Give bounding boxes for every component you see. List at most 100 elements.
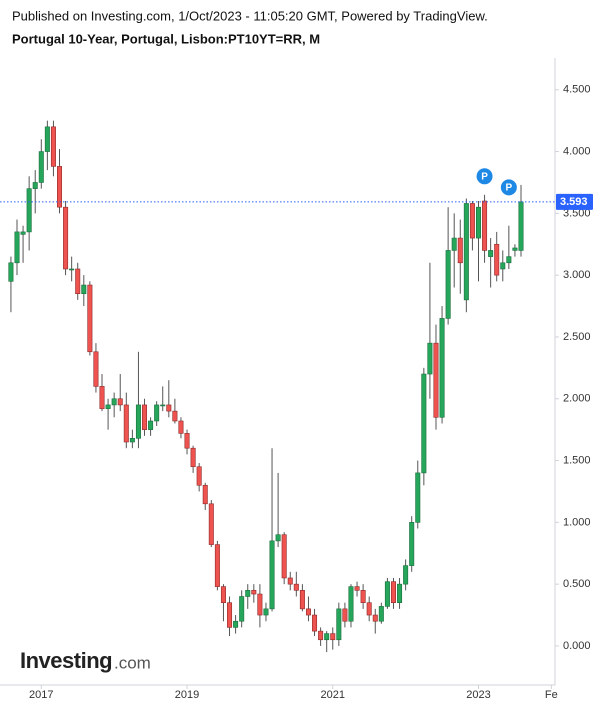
x-tick-label: 2021 [321,689,345,701]
candle-body [63,206,69,270]
candle-body [354,586,360,591]
last-price-label: 3.593 [560,196,588,208]
candle-body [312,614,318,632]
candle-body [475,206,481,239]
candle-body [172,410,178,422]
candle-body [50,126,56,167]
candle-body [457,237,463,264]
candle-body [384,581,390,607]
annotation-marker [476,168,493,185]
candle-body [372,614,378,622]
y-tick-label: 2.000 [563,393,591,405]
watermark-suffix: .com [114,653,151,672]
candle-body [305,608,311,616]
candle-body [415,472,421,523]
candle-body [93,351,99,387]
candle-body [251,590,257,595]
candle-body [518,201,524,251]
last-price-box [556,193,593,210]
candle-body [117,398,123,406]
candle-body [281,534,287,579]
candle-body [512,247,518,251]
candle-body [427,342,433,375]
candle-body [233,620,239,628]
candle-body [75,268,81,294]
candle-body [275,534,281,542]
candle-body [239,596,245,622]
x-tick-label: 2023 [466,689,490,701]
candle-body [196,466,202,486]
candle-body [494,243,500,276]
candle-body [409,522,415,566]
plot-area [8,120,524,653]
candle-body [14,231,20,264]
candle-body [148,420,154,430]
candle-body [8,262,14,282]
candle-body [69,268,75,271]
candle-body [463,203,469,301]
candle-body [500,262,506,270]
candle-body [348,586,354,622]
candle-body [257,593,263,616]
candle-body [469,203,475,239]
candle-body [293,583,299,591]
candle-body [160,404,166,407]
candle-body [506,256,512,264]
candle-body [342,608,348,622]
candle-body [99,386,105,409]
candle-body [330,633,336,641]
annotation-label: P [506,183,513,194]
candle-body [451,237,457,251]
candle-body [220,586,226,603]
x-tick-label: Fe [545,689,558,701]
candle-body [287,577,293,585]
y-tick-label: 0.500 [563,578,591,590]
candle-body [129,438,135,443]
candle-body [421,373,427,474]
candle-body [445,250,451,319]
chart-title: Portugal 10-Year, Portugal, Lisbon:PT10Y… [12,31,320,46]
candle-body [360,590,366,603]
candle-body [433,342,439,418]
candle-body [154,404,160,422]
candle-body [214,544,220,587]
candle-body [439,318,445,418]
candle-body [190,447,196,468]
candle-body [390,581,396,603]
y-tick-label: 4.500 [563,84,591,96]
candle-body [318,630,324,641]
candle-body [26,188,32,233]
x-tick-label: 2017 [29,689,53,701]
candle-body [178,420,184,434]
candle-body [366,602,372,616]
y-tick-label: 1.000 [563,516,591,528]
y-tick-label: 4.000 [563,145,591,157]
candle-body [111,398,117,406]
annotation-label: P [481,171,488,182]
candle-body [488,250,494,257]
candle-body [57,166,63,208]
candle-body [227,602,233,628]
candle-body [245,590,251,597]
candle-body [123,404,129,443]
candle-body [324,633,330,641]
candle-body [87,284,93,353]
x-tick-label: 2019 [175,689,199,701]
candle-body [38,151,44,183]
annotation-marker [500,179,517,196]
candle-body [299,590,305,610]
candle-body [263,608,269,616]
candle-body [135,404,141,439]
watermark: Investing [20,648,112,673]
y-tick-label: 3.000 [563,269,591,281]
candle-body [482,200,488,251]
candle-body [184,433,190,449]
candle-body [81,284,87,294]
candle-body [208,503,214,545]
candle-body [269,540,275,610]
y-tick-label: 2.500 [563,331,591,343]
source: Published on Investing.com, 1/Oct/2023 -… [12,8,488,23]
candle-body [378,606,384,622]
candle-body [397,583,403,603]
